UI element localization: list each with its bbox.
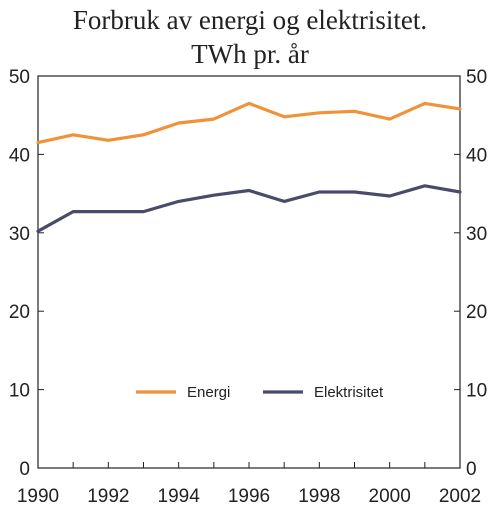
- y-tick-label-right: 20: [466, 302, 487, 323]
- y-tick-label-right: 0: [466, 459, 477, 480]
- legend-label-energi: Energi: [187, 384, 230, 401]
- series-lines: [36, 101, 462, 233]
- x-tick-label: 1998: [298, 486, 340, 507]
- y-tick-label-left: 50: [9, 67, 30, 88]
- series-line-energi: [36, 101, 462, 145]
- y-tick-label-left: 0: [19, 459, 30, 480]
- x-tick-label: 1990: [17, 486, 59, 507]
- y-axis-right: 0 10 20 30 40 50: [454, 67, 487, 480]
- y-tick-label-left: 10: [9, 381, 30, 402]
- y-tick-label-right: 10: [466, 381, 487, 402]
- x-tick-label: 2000: [369, 486, 411, 507]
- chart-title-line-2: TWh pr. år: [191, 39, 309, 69]
- x-tick-label: 1996: [228, 486, 270, 507]
- y-axis-left: 0 10 20 30 40 50: [9, 67, 44, 480]
- y-tick-label-left: 20: [9, 302, 30, 323]
- chart-title-line-1: Forbruk av energi og elektrisitet.: [73, 5, 427, 35]
- legend-label-elektrisitet: Elektrisitet: [314, 384, 384, 401]
- y-tick-label-right: 40: [466, 145, 487, 166]
- y-tick-label-right: 30: [466, 224, 487, 245]
- legend: Energi Elektrisitet: [136, 384, 384, 401]
- y-tick-label-right: 50: [466, 67, 487, 88]
- x-tick-label: 1994: [158, 486, 201, 507]
- y-tick-label-left: 40: [9, 145, 30, 166]
- series-line-elektrisitet: [36, 184, 462, 233]
- x-tick-label: 2002: [439, 486, 481, 507]
- y-tick-label-left: 30: [9, 224, 30, 245]
- x-tick-label: 1992: [87, 486, 129, 507]
- plot-frame: [37, 75, 461, 469]
- plot-area: 0 10 20 30 40 50 0 10 20 30 40 50 1990 1992 1994 1996…: [9, 67, 487, 507]
- x-axis: 1990 1992 1994 1996 1998 2000 2002: [17, 462, 481, 507]
